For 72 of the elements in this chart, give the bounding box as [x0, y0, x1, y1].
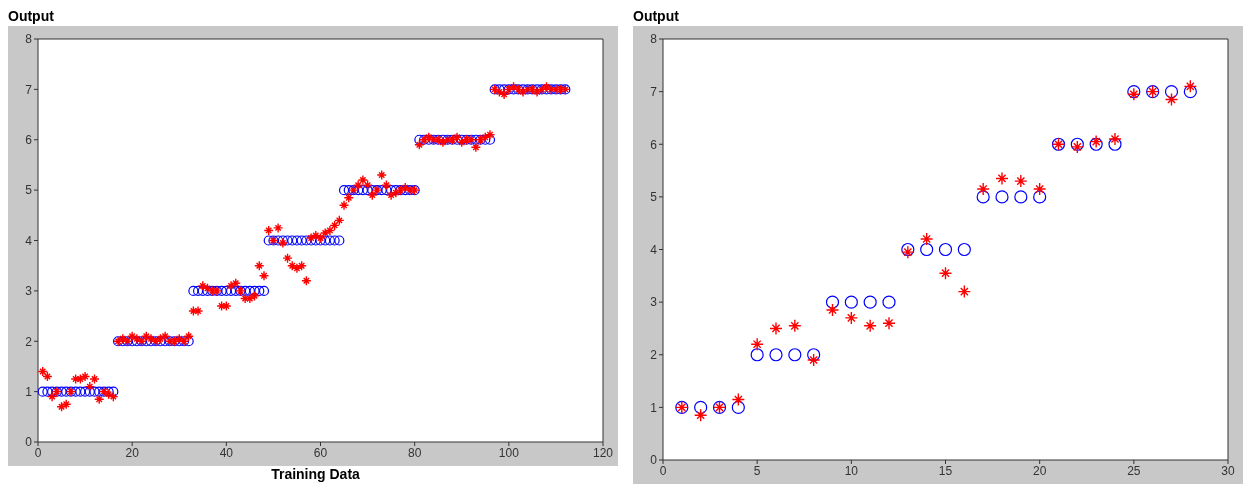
point — [844, 311, 859, 325]
x-tick-label: 60 — [313, 445, 328, 460]
chart-title: Output — [8, 8, 55, 26]
y-tick-label: 4 — [650, 242, 658, 257]
point — [938, 266, 953, 280]
point — [1032, 182, 1047, 196]
point — [920, 242, 934, 257]
x-tick-label: 10 — [844, 463, 859, 478]
point — [731, 400, 745, 414]
x-tick-label: 20 — [125, 445, 140, 460]
point — [863, 295, 877, 309]
y-tick-label: 1 — [25, 384, 33, 399]
y-tick-label: 5 — [650, 190, 658, 205]
y-tick-label: 7 — [25, 82, 33, 97]
y-tick-label: 5 — [25, 183, 33, 198]
x-tick-label: 120 — [592, 445, 614, 460]
y-tick-label: 0 — [25, 435, 33, 450]
y-tick-label: 4 — [25, 233, 33, 248]
point — [976, 182, 990, 196]
point — [957, 284, 972, 299]
point — [1164, 85, 1179, 99]
point — [788, 348, 802, 362]
point — [995, 190, 1009, 204]
x-tick-label: 40 — [219, 445, 234, 460]
point — [1108, 132, 1122, 146]
point — [1183, 85, 1197, 99]
point — [1183, 79, 1198, 94]
point — [1014, 174, 1028, 188]
y-tick-label: 2 — [650, 348, 658, 363]
y-tick-label: 2 — [25, 334, 33, 349]
x-tick-label: 80 — [407, 445, 422, 460]
y-tick-label: 6 — [650, 137, 658, 152]
x-tick-label: 30 — [1221, 463, 1235, 478]
point — [788, 319, 802, 333]
point — [693, 408, 708, 422]
chart-title: Output — [633, 8, 680, 26]
x-tick-label: 15 — [938, 463, 953, 478]
point — [919, 232, 934, 246]
x-tick-label: 5 — [753, 463, 761, 478]
y-tick-label: 8 — [25, 32, 33, 47]
point — [806, 353, 821, 367]
point — [882, 316, 896, 330]
x-axis-title: Training Data — [270, 466, 361, 484]
y-tick-label: 6 — [25, 133, 33, 148]
x-tick-label: 100 — [498, 445, 520, 460]
y-tick-label: 7 — [650, 84, 658, 99]
point — [844, 295, 858, 309]
point — [1014, 190, 1028, 204]
point — [825, 295, 840, 309]
point — [731, 392, 746, 407]
point — [1108, 137, 1122, 151]
point — [769, 348, 783, 362]
point — [938, 242, 953, 257]
point — [1033, 190, 1047, 204]
point — [863, 319, 877, 333]
point — [995, 171, 1009, 186]
point — [807, 348, 821, 362]
y-tick-label: 3 — [650, 295, 658, 310]
point — [882, 295, 896, 309]
point — [750, 348, 764, 362]
y-tick-label: 3 — [25, 284, 33, 299]
point — [694, 400, 708, 414]
x-tick-label: 25 — [1127, 463, 1141, 478]
y-tick-label: 1 — [650, 400, 658, 415]
y-tick-label: 8 — [650, 32, 658, 47]
point — [750, 337, 764, 351]
point — [976, 190, 990, 204]
point — [769, 321, 783, 336]
x-tick-label: 20 — [1032, 463, 1047, 478]
point — [825, 303, 840, 317]
point — [957, 242, 971, 257]
point — [1164, 92, 1179, 107]
